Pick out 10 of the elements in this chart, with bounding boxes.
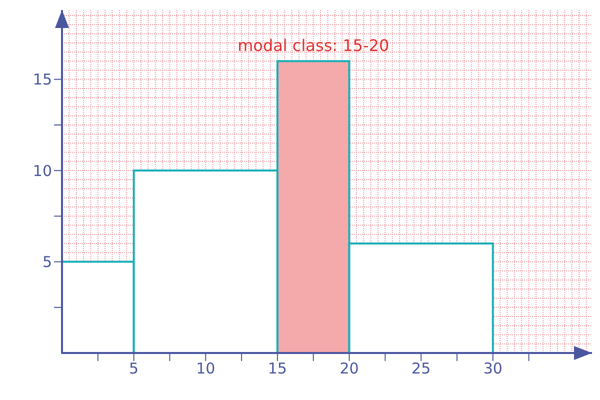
x-tick-label: 10 <box>196 360 216 378</box>
x-tick-label: 30 <box>483 360 502 378</box>
x-tick-label: 15 <box>268 360 287 378</box>
y-tick-label: 15 <box>32 70 52 89</box>
y-tick-label: 5 <box>42 253 52 272</box>
x-tick-label: 20 <box>340 360 359 378</box>
y-tick-label: 10 <box>32 162 52 180</box>
annotation: modal class: 15-20 <box>238 36 390 56</box>
x-tick-label: 25 <box>412 360 431 378</box>
x-tick-label: 5 <box>129 360 139 378</box>
